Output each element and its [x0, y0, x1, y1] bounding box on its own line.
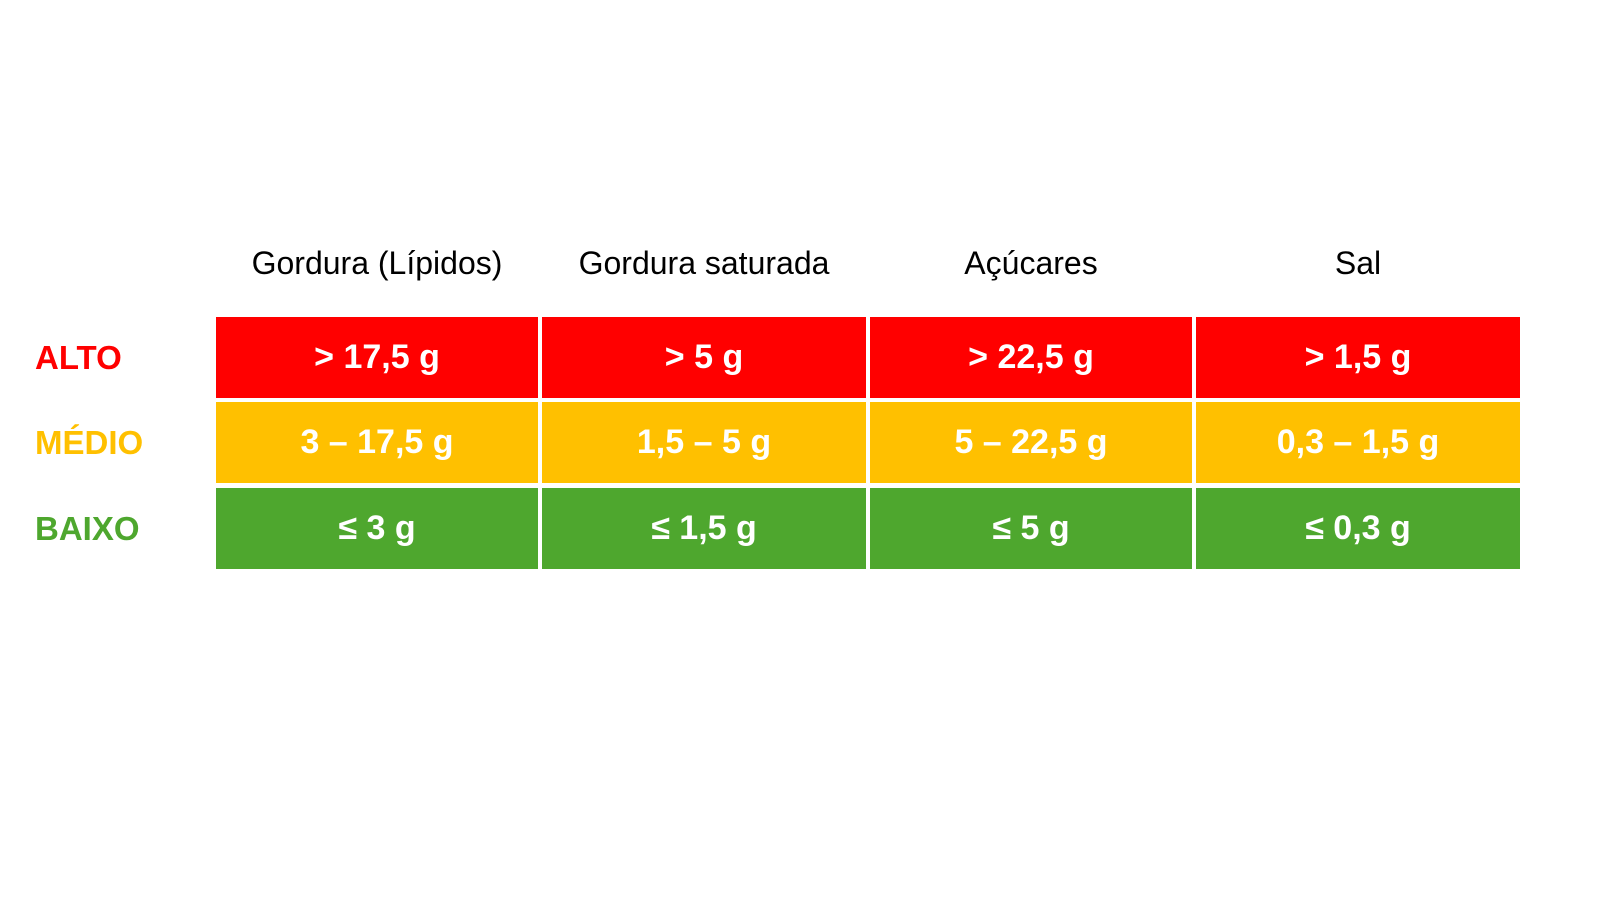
column-header-gordura-lipidos: Gordura (Lípidos): [251, 245, 503, 281]
cell-alto-sal: > 1,5 g: [1196, 317, 1520, 398]
column-header-sal: Sal: [1334, 245, 1382, 281]
cell-medio-gordura-lipidos: 3 – 17,5 g: [216, 402, 538, 483]
column-header-acucares: Açúcares: [964, 245, 1098, 281]
row-label-medio: MÉDIO: [35, 424, 144, 461]
cell-baixo-gordura-lipidos: ≤ 3 g: [216, 488, 538, 569]
cell-baixo-gordura-saturada: ≤ 1,5 g: [542, 488, 866, 569]
cell-baixo-acucares: ≤ 5 g: [870, 488, 1192, 569]
cell-medio-acucares: 5 – 22,5 g: [870, 402, 1192, 483]
row-label-baixo: BAIXO: [35, 510, 140, 547]
cell-baixo-sal: ≤ 0,3 g: [1196, 488, 1520, 569]
cell-medio-gordura-saturada: 1,5 – 5 g: [542, 402, 866, 483]
cell-alto-gordura-lipidos: > 17,5 g: [216, 317, 538, 398]
column-header-gordura-saturada: Gordura saturada: [578, 245, 830, 281]
cell-medio-sal: 0,3 – 1,5 g: [1196, 402, 1520, 483]
cell-alto-acucares: > 22,5 g: [870, 317, 1192, 398]
row-label-alto: ALTO: [35, 339, 122, 376]
cell-alto-gordura-saturada: > 5 g: [542, 317, 866, 398]
